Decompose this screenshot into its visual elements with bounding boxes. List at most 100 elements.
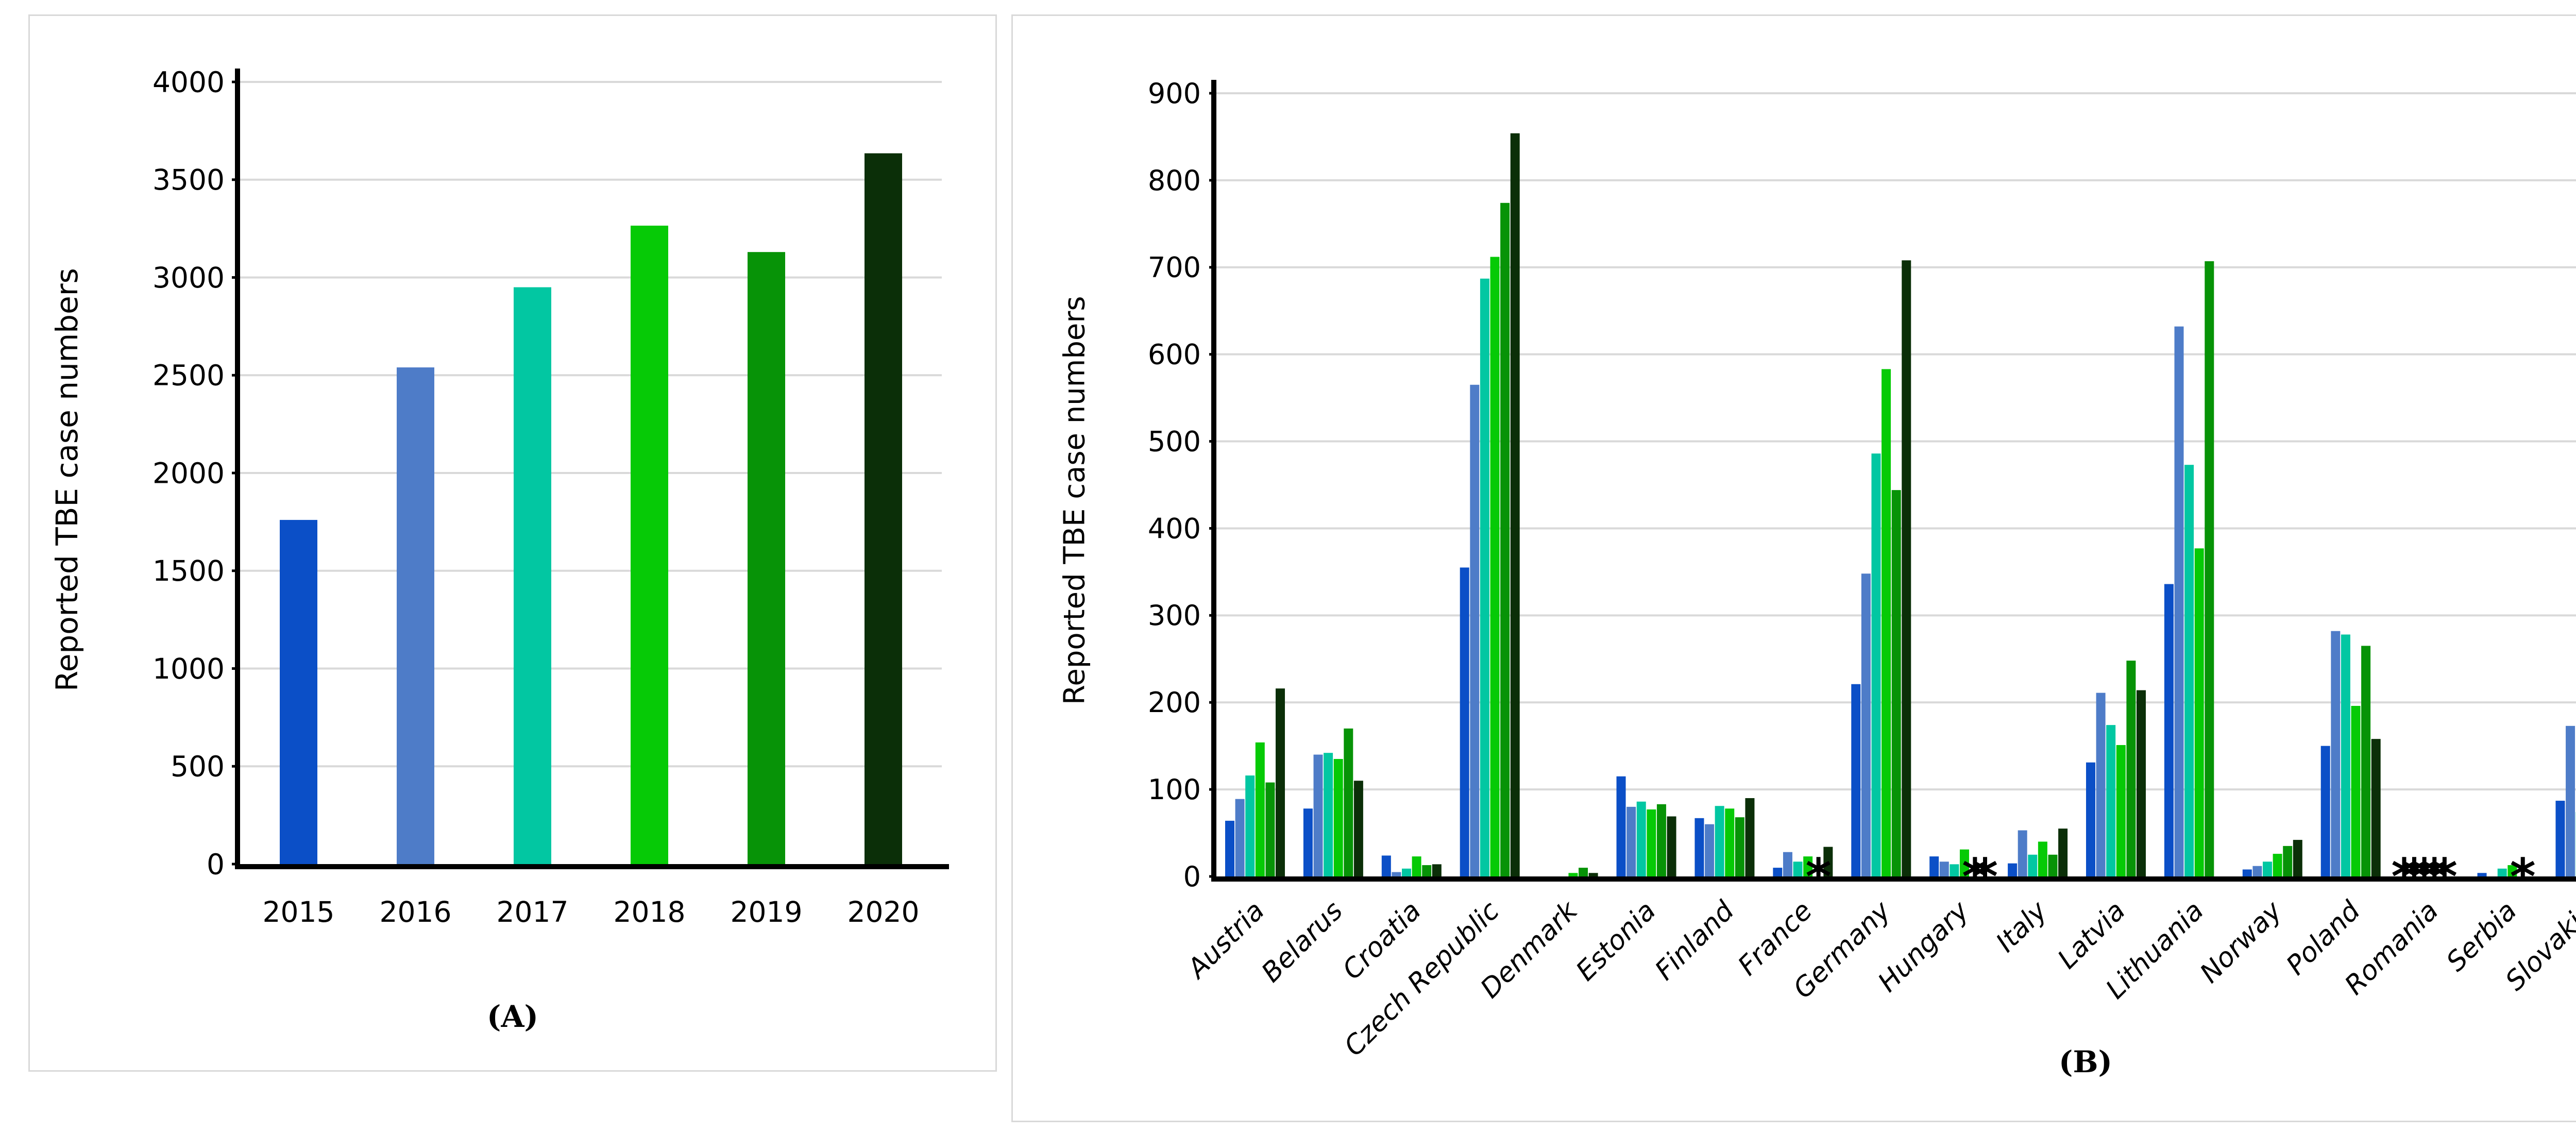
bar-Serbia-2015 (2477, 873, 2487, 876)
bar-Poland-2015 (2320, 746, 2330, 876)
bar-2019 (748, 252, 785, 864)
bar-Lithuania-2018 (2194, 548, 2204, 876)
caption-b: (B) (2059, 1044, 2112, 1079)
x-category-label: Belarus (1256, 896, 1349, 989)
bar-Norway-2017 (2263, 861, 2273, 876)
bar-Croatia-2017 (1402, 868, 1412, 876)
bar-Poland-2017 (2341, 634, 2350, 876)
y-tick-label: 1000 (152, 652, 225, 685)
bar-Czech Republic-2016 (1470, 384, 1480, 876)
y-tick-label: 0 (1183, 860, 1201, 893)
bar-France-2017 (1793, 861, 1803, 876)
y-tick-label: 200 (1148, 686, 1201, 719)
bar-Czech Republic-2020 (1510, 133, 1520, 876)
y-tick-label: 900 (1148, 77, 1201, 110)
bar-Belarus-2019 (1344, 728, 1353, 876)
y-tick-label: 500 (171, 750, 225, 783)
bar-Norway-2019 (2283, 846, 2293, 876)
bar-Austria-2020 (1276, 688, 1285, 876)
bar-Czech Republic-2017 (1480, 278, 1489, 876)
y-tick-label: 800 (1148, 164, 1201, 197)
bar-Poland-2018 (2351, 705, 2361, 876)
bar-Estonia-2018 (1647, 809, 1656, 876)
bar-Hungary-2016 (1939, 861, 1949, 876)
bar-France-2020 (1823, 847, 1833, 876)
bar-Belarus-2018 (1333, 759, 1343, 876)
y-tick-label: 400 (1148, 512, 1201, 545)
bar-Germany-2017 (1871, 453, 1881, 876)
x-axis (235, 864, 949, 869)
bar-Lithuania-2019 (2205, 261, 2214, 876)
bar-2018 (631, 225, 668, 864)
x-category-label: Finland (1649, 895, 1740, 986)
y-tick-label: 3000 (152, 261, 225, 294)
bar-Norway-2016 (2252, 866, 2262, 876)
missing-marker-Romania-2019: * (2432, 848, 2458, 906)
bar-Finland-2017 (1715, 806, 1724, 876)
missing-marker-France-2019: * (1805, 848, 1831, 906)
bar-Austria-2019 (1265, 782, 1275, 876)
bar-Italy-2017 (2028, 854, 2038, 876)
bar-Serbia-2018 (2507, 865, 2517, 876)
bar-Czech Republic-2018 (1490, 257, 1500, 876)
bar-Latvia-2020 (2137, 690, 2146, 876)
bar-Norway-2020 (2293, 840, 2302, 876)
y-tick-label: 2500 (152, 359, 225, 392)
y-axis (235, 69, 240, 869)
bar-Hungary-2018 (1959, 849, 1969, 876)
bar-Italy-2019 (2048, 854, 2058, 876)
bar-Austria-2018 (1255, 742, 1265, 876)
bar-Finland-2016 (1705, 824, 1715, 876)
bar-Czech Republic-2015 (1460, 567, 1469, 876)
y-tick-label: 500 (1148, 425, 1201, 458)
bar-Germany-2016 (1861, 573, 1871, 876)
bar-Italy-2016 (2018, 830, 2027, 876)
missing-marker-Romania-2017: * (2412, 848, 2437, 906)
bar-Czech Republic-2019 (1500, 202, 1510, 876)
bar-Lithuania-2017 (2184, 465, 2194, 876)
bar-France-2018 (1803, 856, 1813, 876)
bar-Croatia-2018 (1412, 856, 1421, 876)
bar-Latvia-2019 (2126, 661, 2136, 876)
x-category-label: Italy (1990, 895, 2054, 958)
bar-Estonia-2017 (1636, 801, 1646, 876)
bar-Belarus-2017 (1324, 753, 1333, 876)
bar-Norway-2018 (2273, 854, 2282, 876)
x-category-label: 2018 (614, 896, 686, 928)
x-category-label: 2019 (731, 896, 803, 928)
bar-Poland-2020 (2371, 739, 2381, 876)
missing-marker-Romania-2018: * (2421, 848, 2447, 906)
caption-a: (A) (487, 999, 538, 1034)
bar-Croatia-2015 (1381, 855, 1391, 876)
y-tick-label: 0 (207, 848, 225, 881)
y-axis-title-b: Reported TBE case numbers (1058, 296, 1092, 705)
x-category-label: 2015 (263, 896, 335, 928)
missing-marker-Serbia-2019: * (2510, 848, 2536, 906)
y-tick-label: 2000 (152, 457, 225, 489)
bar-Latvia-2016 (2096, 692, 2106, 876)
bar-Hungary-2015 (1929, 856, 1939, 876)
bar-Latvia-2015 (2086, 762, 2095, 876)
y-tick-label: 4000 (152, 65, 225, 98)
bar-Denmark-2019 (1579, 868, 1588, 876)
panel-b: 0 100 200 300 400 500 600 700 800 900 Austria Belar… (1011, 14, 2576, 1122)
bar-Estonia-2020 (1667, 816, 1676, 876)
missing-marker-Romania-2016: * (2401, 848, 2427, 906)
bar-Italy-2020 (2058, 829, 2068, 876)
chart-a-plot: 0 500 1000 1500 2000 2500 3000 3500 4000 2015 2016… (152, 65, 949, 928)
bar-Germany-2018 (1882, 369, 1891, 876)
bar-France-2016 (1783, 852, 1792, 876)
bar-Italy-2018 (2038, 841, 2047, 876)
x-axis (1211, 876, 2576, 882)
x-category-label: 2020 (848, 896, 920, 928)
x-category-label: 2017 (497, 896, 569, 928)
bar-Denmark-2020 (1588, 873, 1598, 876)
bar-Austria-2017 (1245, 775, 1255, 876)
bar-2016 (397, 367, 434, 864)
missing-marker-Romania-2015: * (2391, 848, 2417, 906)
bar-Belarus-2016 (1313, 754, 1323, 876)
bar-Norway-2015 (2242, 869, 2252, 876)
missing-marker-Hungary-2019: * (1962, 848, 1988, 906)
bar-Denmark-2018 (1568, 873, 1578, 876)
bar-Estonia-2015 (1616, 776, 1626, 876)
